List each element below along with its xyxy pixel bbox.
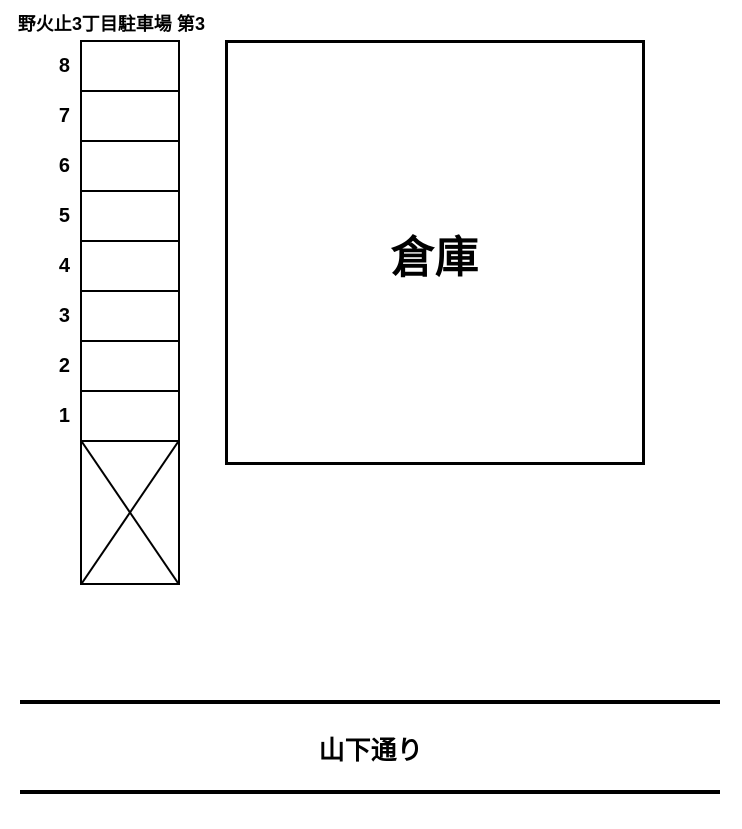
road-border-top [20, 700, 720, 704]
warehouse-box: 倉庫 [225, 40, 645, 465]
blocked-space [80, 440, 180, 585]
warehouse-label: 倉庫 [391, 221, 479, 285]
parking-slot-label: 1 [40, 405, 70, 428]
parking-slot-label: 7 [40, 105, 70, 128]
road-border-bottom [20, 790, 720, 794]
parking-lot-title: 野火止3丁目駐車場 第3 [18, 10, 205, 36]
parking-slot [80, 290, 180, 342]
parking-slot [80, 340, 180, 392]
parking-slot [80, 190, 180, 242]
parking-slot [80, 390, 180, 442]
parking-slot-label: 5 [40, 205, 70, 228]
road-name: 山下通り [0, 730, 742, 767]
parking-slot-label: 8 [40, 55, 70, 78]
parking-slot [80, 240, 180, 292]
parking-slot-label: 6 [40, 155, 70, 178]
parking-slot-label: 3 [40, 305, 70, 328]
parking-slot [80, 140, 180, 192]
parking-slot [80, 40, 180, 92]
parking-slot [80, 90, 180, 142]
parking-slot-label: 2 [40, 355, 70, 378]
cross-icon [82, 442, 178, 583]
parking-slot-label: 4 [40, 255, 70, 278]
